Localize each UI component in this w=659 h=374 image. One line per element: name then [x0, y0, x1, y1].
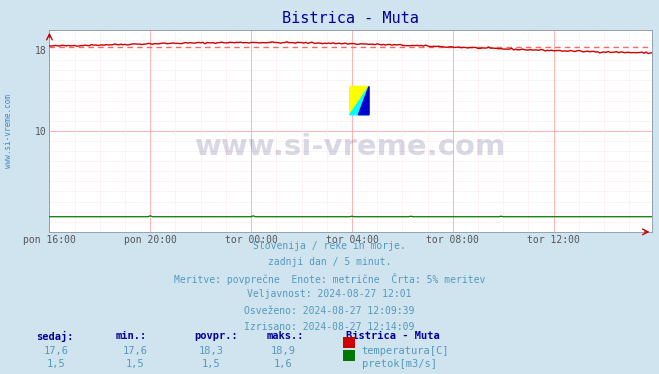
Text: min.:: min.:: [115, 331, 146, 341]
Text: www.si-vreme.com: www.si-vreme.com: [4, 94, 13, 168]
Text: 1,5: 1,5: [126, 359, 144, 369]
Text: zadnji dan / 5 minut.: zadnji dan / 5 minut.: [268, 257, 391, 267]
Text: Izrisano: 2024-08-27 12:14:09: Izrisano: 2024-08-27 12:14:09: [244, 322, 415, 332]
Text: www.si-vreme.com: www.si-vreme.com: [195, 133, 507, 161]
Text: povpr.:: povpr.:: [194, 331, 238, 341]
Text: Slovenija / reke in morje.: Slovenija / reke in morje.: [253, 241, 406, 251]
Title: Bistrica - Muta: Bistrica - Muta: [283, 11, 419, 26]
Polygon shape: [350, 86, 369, 115]
Text: 18,3: 18,3: [198, 346, 223, 356]
Polygon shape: [350, 86, 369, 115]
Text: Osveženo: 2024-08-27 12:09:39: Osveženo: 2024-08-27 12:09:39: [244, 306, 415, 316]
Text: maks.:: maks.:: [267, 331, 304, 341]
Text: 17,6: 17,6: [43, 346, 69, 356]
Text: Meritve: povprečne  Enote: metrične  Črta: 5% meritev: Meritve: povprečne Enote: metrične Črta:…: [174, 273, 485, 285]
Text: 1,5: 1,5: [47, 359, 65, 369]
Text: Veljavnost: 2024-08-27 12:01: Veljavnost: 2024-08-27 12:01: [247, 289, 412, 300]
Text: temperatura[C]: temperatura[C]: [362, 346, 449, 356]
Text: Bistrica - Muta: Bistrica - Muta: [346, 331, 440, 341]
Text: pretok[m3/s]: pretok[m3/s]: [362, 359, 437, 369]
Text: 1,6: 1,6: [274, 359, 293, 369]
Text: 1,5: 1,5: [202, 359, 220, 369]
Polygon shape: [358, 86, 369, 115]
Text: 18,9: 18,9: [271, 346, 296, 356]
Text: sedaj:: sedaj:: [36, 331, 74, 342]
Text: 17,6: 17,6: [123, 346, 148, 356]
